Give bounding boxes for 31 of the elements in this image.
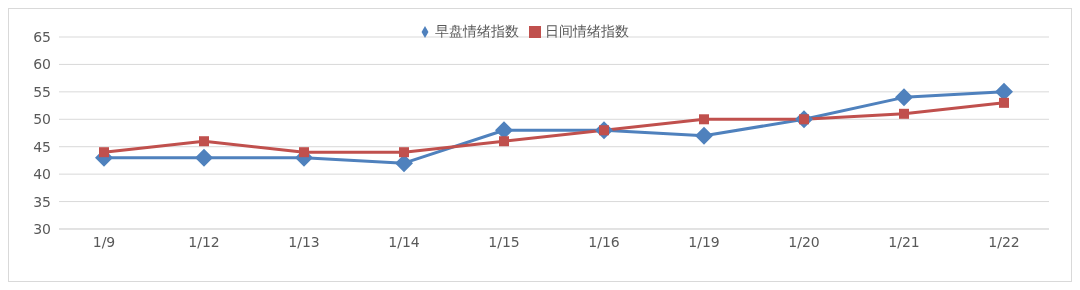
point: [899, 108, 909, 119]
point: [699, 114, 709, 125]
x-tick-label: 1/9: [92, 233, 116, 250]
point: [99, 147, 109, 158]
x-tick-label: 1/13: [288, 233, 320, 250]
point: [499, 136, 509, 147]
y-tick-label: 30: [33, 220, 51, 237]
point: [399, 147, 409, 158]
y-tick-label: 55: [33, 83, 51, 100]
x-tick-label: 1/22: [988, 233, 1020, 250]
x-tick-label: 1/19: [688, 233, 720, 250]
point: [999, 97, 1009, 108]
y-tick-label: 35: [33, 193, 51, 210]
y-tick-label: 65: [33, 28, 51, 45]
x-tick-label: 1/12: [188, 233, 220, 250]
x-tick-label: 1/14: [388, 233, 420, 250]
legend-label: 早盘情绪指数: [435, 23, 519, 39]
y-tick-label: 50: [33, 111, 51, 128]
legend-label: 日间情绪指数: [545, 23, 629, 39]
point: [695, 126, 713, 145]
y-tick-label: 40: [33, 166, 51, 183]
point: [299, 147, 309, 158]
x-tick-label: 1/16: [588, 233, 620, 250]
point: [895, 88, 913, 107]
x-tick-label: 1/20: [788, 233, 820, 250]
point: [199, 136, 209, 147]
x-tick-label: 1/15: [488, 233, 520, 250]
y-tick-label: 45: [33, 138, 51, 155]
x-tick-label: 1/21: [888, 233, 920, 250]
y-tick-label: 60: [33, 56, 51, 73]
point: [195, 148, 213, 167]
